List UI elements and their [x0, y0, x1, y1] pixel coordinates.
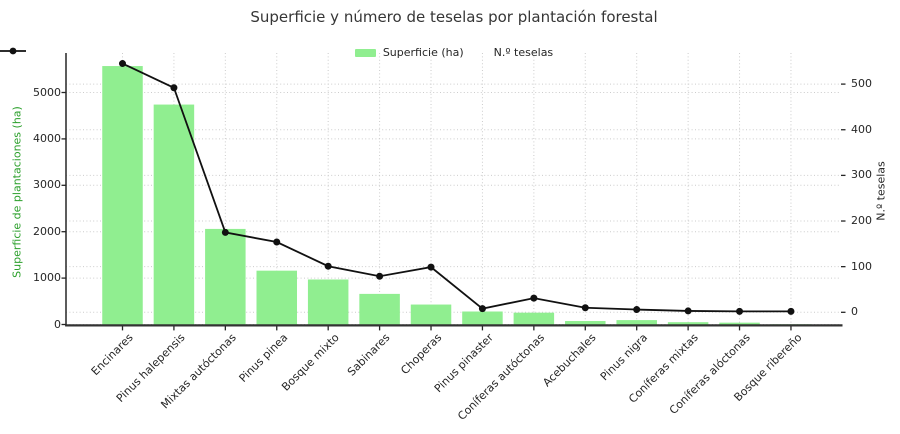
teselas-point — [633, 306, 641, 314]
teselas-point — [530, 294, 538, 302]
bar-superficie — [616, 320, 657, 325]
teselas-point — [787, 307, 795, 315]
legend-label-superficie: Superficie (ha) — [382, 46, 464, 59]
y-tick-label-right: 300 — [851, 168, 872, 182]
teselas-point — [119, 60, 126, 68]
teselas-line — [122, 62, 791, 313]
teselas-point — [427, 263, 435, 271]
y-tick-label-right: 100 — [851, 259, 872, 273]
bar-superficie — [513, 312, 555, 325]
chart-title: Superficie y número de teselas por plant… — [250, 8, 658, 26]
bar-superficie — [462, 311, 503, 325]
bar-superficie — [307, 279, 349, 325]
y-tick-label-left: 2000 — [33, 224, 61, 238]
bar-superficie — [102, 66, 143, 325]
teselas-point — [273, 238, 281, 246]
bar-superficie — [719, 322, 760, 325]
y-tick-label-left: 1000 — [33, 271, 61, 285]
y-tick-label-left: 0 — [54, 317, 61, 331]
y-tick-label-right: 400 — [851, 122, 872, 136]
y-tick-label-left: 4000 — [33, 131, 61, 145]
y-tick-label-right: 500 — [851, 77, 872, 91]
legend-label-teselas: N.º teselas — [493, 46, 554, 59]
bar-superficie — [205, 228, 246, 325]
bar-superficie — [410, 304, 452, 325]
legend: Superficie (ha) N.º teselas — [0, 46, 900, 59]
legend-line-marker-icon — [0, 47, 26, 55]
teselas-point — [581, 304, 589, 312]
y-tick-label-right: 200 — [851, 214, 872, 228]
y-tick-label-left: 3000 — [33, 178, 61, 192]
legend-item-superficie: Superficie (ha) — [354, 46, 464, 59]
teselas-point — [376, 272, 384, 280]
bar-superficie — [667, 322, 709, 325]
teselas-point — [478, 305, 486, 313]
bar-superficie — [256, 270, 298, 325]
teselas-point — [684, 307, 692, 315]
legend-bar-swatch — [354, 48, 376, 57]
teselas-point — [221, 228, 229, 236]
bar-superficie — [153, 104, 195, 325]
y-tick-label-right: 0 — [851, 305, 858, 319]
y-tick-label-left: 5000 — [33, 85, 61, 99]
teselas-point — [324, 262, 332, 270]
bar-superficie — [359, 293, 400, 325]
teselas-point — [170, 84, 178, 92]
bar-superficie — [565, 321, 606, 325]
legend-item-teselas: N.º teselas — [0, 46, 554, 59]
teselas-point — [736, 307, 744, 315]
y-axis-label-right: N.º teselas — [874, 161, 888, 221]
